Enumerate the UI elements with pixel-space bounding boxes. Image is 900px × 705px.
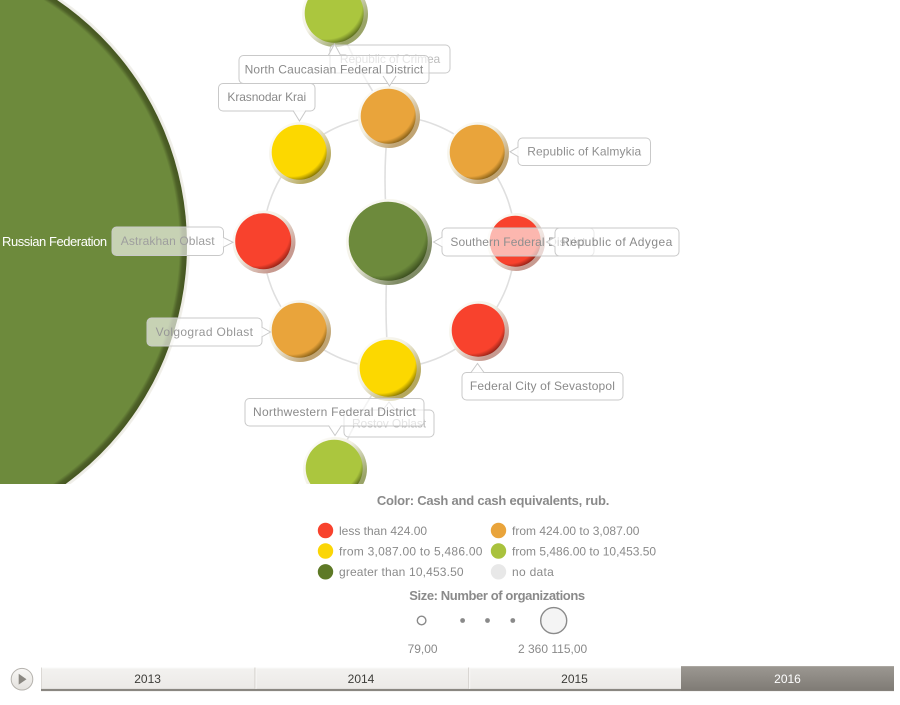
svg-text:North Caucasian Federal Distri: North Caucasian Federal District <box>245 62 424 76</box>
svg-text:Federal City of Sevastopol: Federal City of Sevastopol <box>470 379 615 393</box>
svg-text:Russian Federation: Russian Federation <box>2 234 107 249</box>
svg-text:Size: Number of organizations: Size: Number of organizations <box>409 588 585 603</box>
svg-text:79,00: 79,00 <box>408 642 438 656</box>
svg-text:Republic of Kalmykia: Republic of Kalmykia <box>527 145 641 159</box>
svg-text:Astrakhan Oblast: Astrakhan Oblast <box>121 234 216 248</box>
svg-text:from 3,087.00 to 5,486.00: from 3,087.00 to 5,486.00 <box>339 544 483 558</box>
svg-text:2015: 2015 <box>561 672 588 686</box>
svg-text:2013: 2013 <box>134 672 161 686</box>
svg-text:Krasnodar Krai: Krasnodar Krai <box>227 90 306 104</box>
svg-text:2016: 2016 <box>774 672 801 686</box>
svg-text:2014: 2014 <box>348 672 375 686</box>
svg-text:greater than 10,453.50: greater than 10,453.50 <box>339 565 464 579</box>
svg-text:Northwestern Federal District: Northwestern Federal District <box>253 405 416 419</box>
svg-text:Republic of Adygea: Republic of Adygea <box>561 235 673 249</box>
svg-text:Volgograd Oblast: Volgograd Oblast <box>156 325 254 339</box>
svg-text:less than 424.00: less than 424.00 <box>339 524 427 538</box>
svg-text:from 5,486.00 to 10,453.50: from 5,486.00 to 10,453.50 <box>512 544 656 558</box>
svg-text:Color: Cash and cash equivalen: Color: Cash and cash equivalents, rub. <box>377 493 609 508</box>
svg-text:2 360 115,00: 2 360 115,00 <box>518 642 588 656</box>
svg-text:from 424.00 to 3,087.00: from 424.00 to 3,087.00 <box>512 524 640 538</box>
svg-text:no data: no data <box>512 565 554 579</box>
